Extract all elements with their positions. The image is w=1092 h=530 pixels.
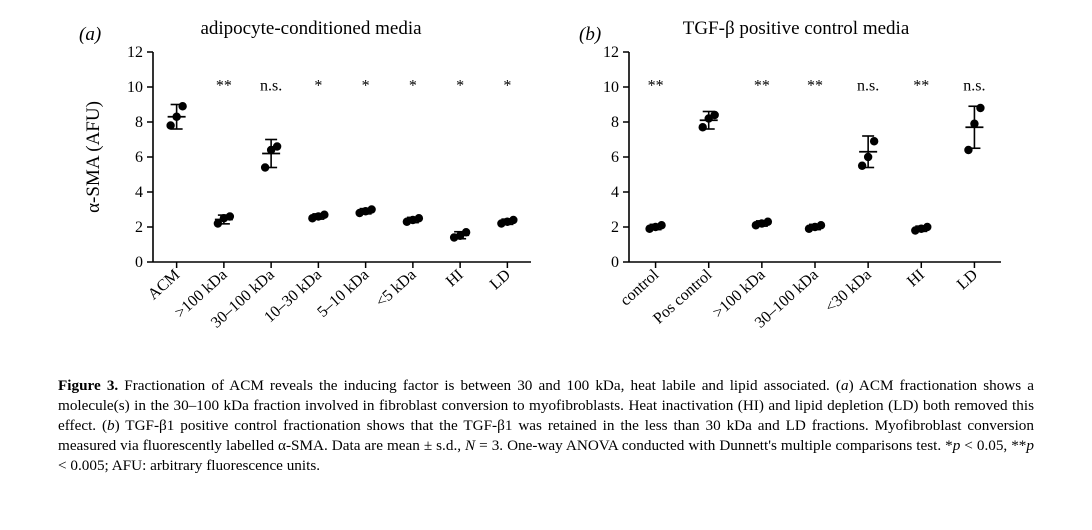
chart-b-svg: 024681012control**Pos control>100 kDa**3… bbox=[581, 42, 1011, 362]
panel-a-title: adipocyte-conditioned media bbox=[81, 18, 541, 40]
panel-a: (a) adipocyte-conditioned media 0 2 4 6 8 10 1… bbox=[81, 18, 541, 362]
svg-text:**: ** bbox=[754, 78, 770, 95]
svg-text:12: 12 bbox=[603, 44, 619, 61]
svg-text:**: ** bbox=[807, 78, 823, 95]
panel-a-letter: (a) bbox=[79, 24, 101, 46]
charts-row: (a) adipocyte-conditioned media 0 2 4 6 8 10 1… bbox=[40, 18, 1052, 362]
svg-text:*: * bbox=[314, 78, 322, 95]
svg-text:LD: LD bbox=[954, 266, 981, 293]
svg-text:5–10 kDa: 5–10 kDa bbox=[314, 266, 372, 321]
svg-text:0: 0 bbox=[611, 254, 619, 271]
svg-text:n.s.: n.s. bbox=[963, 78, 985, 95]
svg-text:0: 0 bbox=[135, 254, 143, 271]
svg-text:LD: LD bbox=[487, 266, 514, 293]
svg-text:6: 6 bbox=[611, 149, 619, 166]
chart-a-svg: 024681012α-SMA (AFU)ACM>100 kDa**30–100 … bbox=[81, 42, 541, 362]
svg-text:2: 2 bbox=[135, 219, 143, 236]
svg-text:8: 8 bbox=[135, 114, 143, 131]
svg-text:control: control bbox=[617, 266, 662, 309]
svg-text:8: 8 bbox=[611, 114, 619, 131]
svg-text:<30 kDa: <30 kDa bbox=[822, 266, 875, 316]
svg-text:*: * bbox=[503, 78, 511, 95]
svg-text:n.s.: n.s. bbox=[857, 78, 879, 95]
svg-text:10: 10 bbox=[603, 79, 619, 96]
svg-text:4: 4 bbox=[135, 184, 143, 201]
figure-caption: Figure 3. Fractionation of ACM reveals t… bbox=[58, 376, 1034, 476]
panel-b-letter: (b) bbox=[579, 24, 601, 46]
panel-b-title: TGF-β positive control media bbox=[581, 18, 1011, 40]
svg-text:HI: HI bbox=[904, 266, 928, 290]
svg-text:HI: HI bbox=[443, 266, 467, 290]
svg-text:6: 6 bbox=[135, 149, 143, 166]
svg-text:n.s.: n.s. bbox=[260, 78, 282, 95]
svg-text:10: 10 bbox=[127, 79, 143, 96]
svg-text:12: 12 bbox=[127, 44, 143, 61]
panel-b: (b) TGF-β positive control media 0 2 4 6 8 10… bbox=[581, 18, 1011, 362]
svg-text:**: ** bbox=[913, 78, 929, 95]
svg-text:*: * bbox=[362, 78, 370, 95]
svg-text:2: 2 bbox=[611, 219, 619, 236]
svg-text:4: 4 bbox=[611, 184, 619, 201]
svg-text:ACM: ACM bbox=[145, 266, 183, 303]
svg-text:**: ** bbox=[216, 78, 232, 95]
svg-text:**: ** bbox=[648, 78, 664, 95]
svg-text:<5 kDa: <5 kDa bbox=[373, 266, 420, 311]
figure-label: Figure 3. bbox=[58, 377, 118, 394]
svg-text:α-SMA (AFU): α-SMA (AFU) bbox=[83, 101, 104, 213]
svg-text:*: * bbox=[456, 78, 464, 95]
svg-text:*: * bbox=[409, 78, 417, 95]
svg-text:Pos control: Pos control bbox=[650, 266, 716, 327]
caption-body: Fractionation of ACM reveals the inducin… bbox=[58, 377, 1034, 474]
